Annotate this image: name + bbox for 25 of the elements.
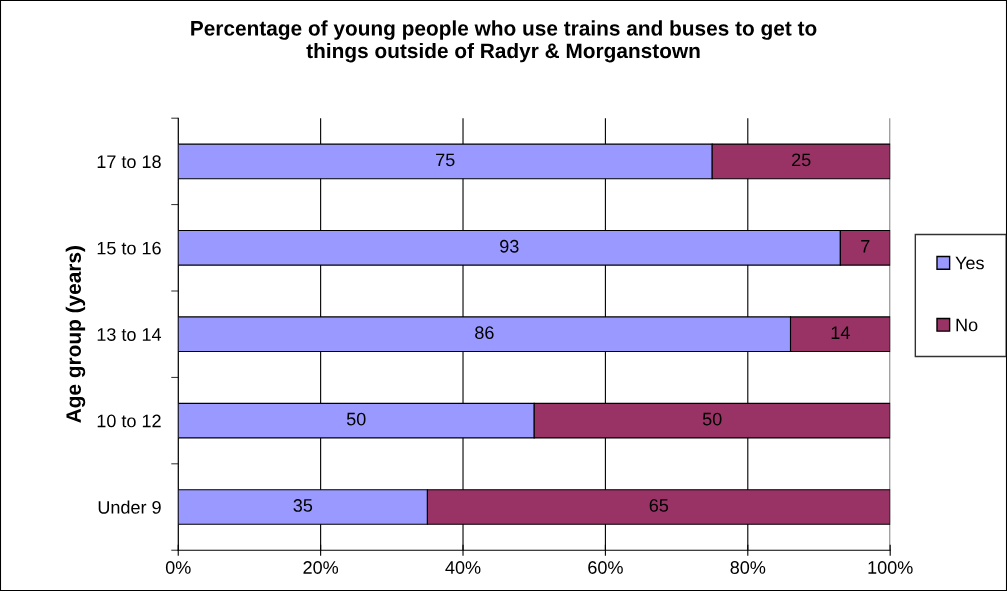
x-tick-label: 100% [868,561,913,574]
data-label: 86 [475,326,494,340]
y-tick-label: 13 to 14 [97,328,162,341]
data-label: 93 [500,239,519,253]
y-tick-label: 10 to 12 [97,414,161,428]
data-label: 75 [436,153,455,167]
data-label: 7 [861,240,870,253]
x-tick-label: 20% [303,561,339,574]
data-label: 14 [831,326,850,339]
data-label: 50 [346,412,366,426]
legend-label: Yes [955,256,984,270]
x-tick-label: 80% [730,561,766,574]
data-label: 35 [293,499,313,512]
x-tick-label: 60% [588,561,623,574]
x-tick-label: 40% [445,561,481,574]
data-label: 65 [649,499,669,512]
chart-title: Percentage of young people who use trains and buses to get to things outside of Radyr & Morganstown [191,20,817,63]
y-tick-label: 17 to 18 [97,155,161,169]
data-label: 25 [792,153,811,167]
y-axis-title: Age group (years) [65,246,86,423]
legend-label: No [956,318,978,332]
y-tick-label: Under 9 [98,500,161,514]
y-tick-label: 15 to 16 [97,241,161,255]
x-tick-label: 0% [165,561,191,574]
data-label: 50 [702,412,722,426]
